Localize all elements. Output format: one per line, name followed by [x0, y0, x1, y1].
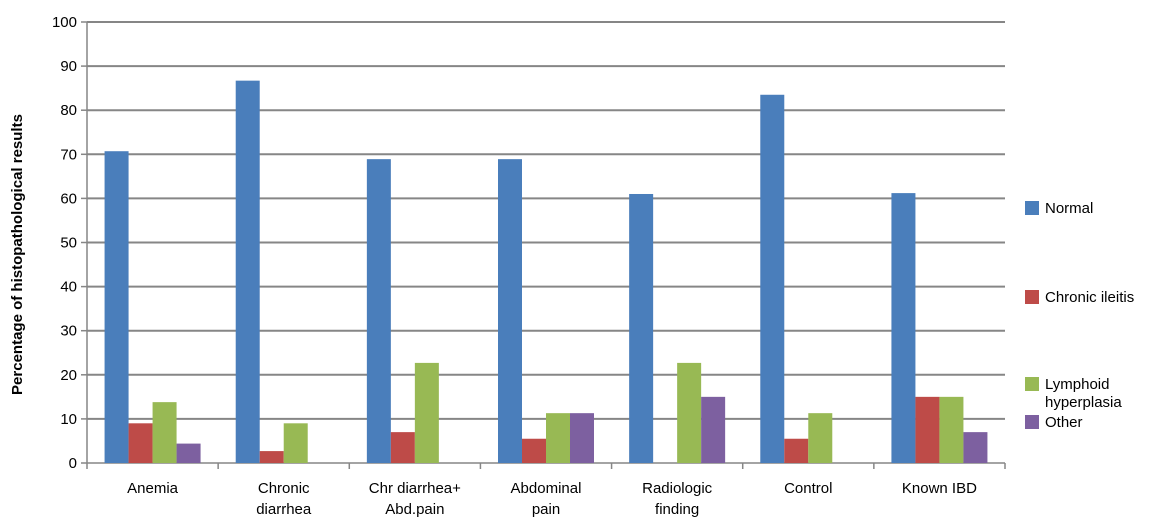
- bar-chronic-ileitis: [259, 451, 284, 463]
- x-tick-label: Chr diarrhea+: [369, 480, 461, 497]
- y-tick-label: 100: [52, 14, 77, 31]
- bar-lymphoid-hyperplasia: [152, 402, 177, 463]
- legend-label: Other: [1045, 414, 1083, 431]
- y-tick-label: 0: [69, 455, 77, 472]
- y-tick-label: 40: [60, 279, 77, 296]
- x-tick-label: finding: [655, 501, 699, 518]
- bar-normal: [891, 193, 916, 463]
- bar-lymphoid-hyperplasia: [939, 396, 964, 463]
- y-tick-label: 70: [60, 146, 77, 163]
- legend-swatch-lymphoid-hyperplasia: [1025, 377, 1039, 391]
- bar-lymphoid-hyperplasia: [808, 413, 833, 463]
- y-tick-label: 30: [60, 323, 77, 340]
- bar-other: [176, 443, 201, 463]
- x-tick-label: Abdominal: [511, 480, 582, 497]
- legend-swatch-chronic-ileitis: [1025, 290, 1039, 304]
- x-tick-label: Abd.pain: [385, 501, 444, 518]
- y-tick-label: 90: [60, 58, 77, 75]
- bar-lymphoid-hyperplasia: [414, 362, 439, 463]
- y-tick-label: 60: [60, 190, 77, 207]
- y-tick-label: 10: [60, 411, 77, 428]
- x-tick-label: Known IBD: [902, 480, 977, 497]
- y-tick-label: 20: [60, 367, 77, 384]
- x-tick-label: Chronic: [258, 480, 310, 497]
- bar-normal: [104, 151, 129, 463]
- bar-other: [701, 396, 726, 463]
- legend-label: Normal: [1045, 200, 1093, 217]
- x-tick-label: Control: [784, 480, 832, 497]
- legend-swatch-other: [1025, 415, 1039, 429]
- legend-label: Chronic ileitis: [1045, 289, 1134, 306]
- bar-other: [570, 413, 594, 463]
- bar-chronic-ileitis: [915, 396, 940, 463]
- y-axis-label: Percentage of histopathological results: [9, 114, 26, 395]
- bar-lymphoid-hyperplasia: [283, 423, 308, 463]
- x-tick-label: Anemia: [127, 480, 179, 497]
- bar-normal: [366, 159, 391, 463]
- y-tick-label: 50: [60, 235, 77, 252]
- bar-chronic-ileitis: [522, 438, 546, 463]
- x-tick-label: diarrhea: [256, 501, 312, 518]
- bar-chronic-ileitis: [390, 432, 415, 463]
- bar-chronic-ileitis: [784, 438, 809, 463]
- x-tick-label: Radiologic: [642, 480, 713, 497]
- bar-lymphoid-hyperplasia: [546, 413, 570, 463]
- legend-label: hyperplasia: [1045, 394, 1122, 411]
- bar-normal: [498, 159, 522, 463]
- x-tick-label: pain: [532, 501, 560, 518]
- bar-other: [963, 432, 988, 463]
- bar-normal: [760, 94, 785, 463]
- bar-chronic-ileitis: [128, 423, 153, 463]
- y-tick-label: 80: [60, 102, 77, 119]
- legend-swatch-normal: [1025, 201, 1039, 215]
- bar-normal: [235, 80, 260, 463]
- bar-normal: [629, 193, 654, 464]
- legend-label: Lymphoid: [1045, 376, 1109, 393]
- bar-lymphoid-hyperplasia: [677, 362, 702, 463]
